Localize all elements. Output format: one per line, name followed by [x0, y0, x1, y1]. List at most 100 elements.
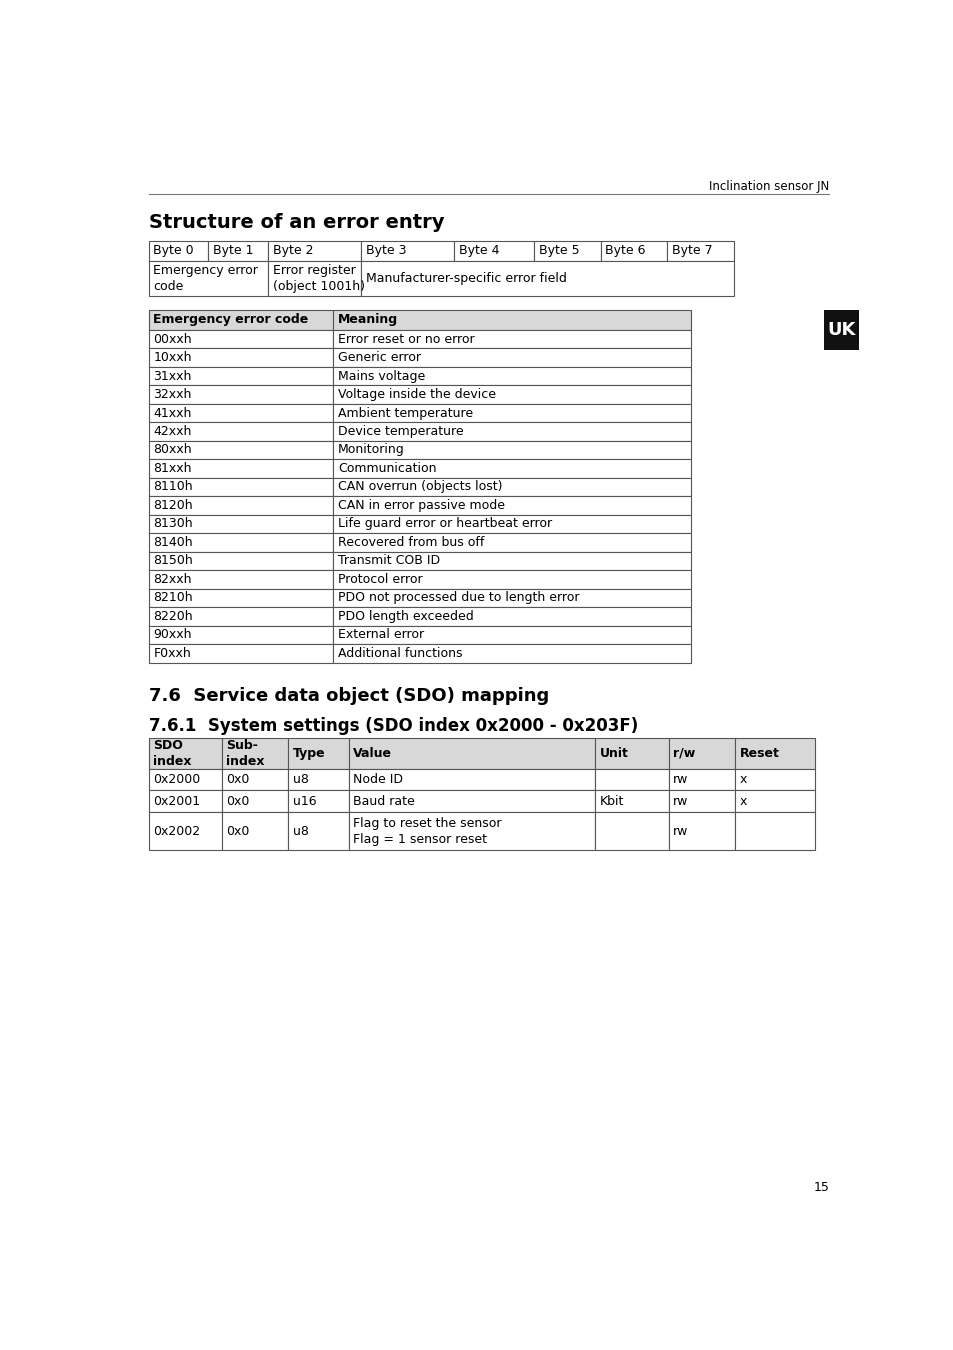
Text: 0x0: 0x0 [226, 795, 250, 807]
Bar [668, 768, 735, 790]
Bar [149, 644, 333, 663]
Text: 81xxh: 81xxh [153, 462, 192, 475]
Text: 8150h: 8150h [153, 555, 193, 567]
Bar [149, 811, 221, 850]
Text: Device temperature: Device temperature [337, 425, 463, 437]
Bar [149, 367, 333, 385]
Text: Byte 2: Byte 2 [273, 244, 313, 256]
Text: r/w: r/w [673, 747, 695, 760]
Bar [333, 589, 691, 608]
Text: x: x [740, 795, 746, 807]
Text: Structure of an error entry: Structure of an error entry [149, 212, 444, 232]
Bar [333, 385, 691, 404]
Text: u16: u16 [293, 795, 316, 807]
Bar [149, 608, 333, 625]
Text: UK: UK [826, 321, 855, 339]
Bar [668, 790, 735, 811]
Text: 7.6.1  System settings (SDO index 0x2000 - 0x203F): 7.6.1 System settings (SDO index 0x2000 … [149, 717, 638, 734]
Bar [221, 738, 288, 768]
Text: Baud rate: Baud rate [353, 795, 415, 807]
Bar [333, 310, 691, 329]
Bar [221, 811, 288, 850]
Bar [735, 768, 815, 790]
Text: Byte 4: Byte 4 [458, 244, 498, 256]
Bar [333, 625, 691, 644]
Text: 42xxh: 42xxh [153, 425, 192, 437]
Text: Mains voltage: Mains voltage [337, 370, 425, 382]
Bar [333, 329, 691, 348]
Text: Monitoring: Monitoring [337, 444, 404, 456]
Bar [595, 768, 668, 790]
Text: 32xxh: 32xxh [153, 387, 192, 401]
Bar [735, 790, 815, 811]
Bar [149, 310, 333, 329]
Text: 0x2000: 0x2000 [153, 774, 200, 786]
Bar [288, 738, 348, 768]
Bar [534, 240, 599, 261]
Text: 90xxh: 90xxh [153, 628, 192, 641]
Bar [149, 404, 333, 423]
Text: Manufacturer-specific error field: Manufacturer-specific error field [365, 271, 566, 285]
Text: Generic error: Generic error [337, 351, 420, 364]
Bar [149, 497, 333, 514]
Bar [149, 570, 333, 589]
Text: Byte 5: Byte 5 [537, 244, 578, 256]
Text: 15: 15 [812, 1181, 828, 1195]
Text: rw: rw [673, 825, 688, 837]
Text: 0x0: 0x0 [226, 825, 250, 837]
Bar [348, 768, 595, 790]
Bar [333, 552, 691, 570]
Bar [268, 261, 360, 296]
Bar [149, 261, 268, 296]
Bar [454, 240, 534, 261]
Bar [221, 790, 288, 811]
Bar [735, 738, 815, 768]
Bar [221, 768, 288, 790]
Text: Byte 6: Byte 6 [604, 244, 645, 256]
Text: 0x2001: 0x2001 [153, 795, 200, 807]
Bar [333, 423, 691, 440]
Text: PDO length exceeded: PDO length exceeded [337, 610, 473, 622]
Text: SDO
index: SDO index [153, 738, 192, 768]
Bar [149, 514, 333, 533]
Bar [595, 811, 668, 850]
Bar [735, 811, 815, 850]
Text: External error: External error [337, 628, 423, 641]
Text: Protocol error: Protocol error [337, 572, 422, 586]
Text: u8: u8 [293, 774, 309, 786]
Text: Voltage inside the device: Voltage inside the device [337, 387, 496, 401]
Text: PDO not processed due to length error: PDO not processed due to length error [337, 591, 578, 605]
Bar [333, 440, 691, 459]
Text: x: x [740, 774, 746, 786]
Text: Emergency error
code: Emergency error code [153, 263, 258, 293]
Bar [823, 310, 858, 350]
Text: 31xxh: 31xxh [153, 370, 192, 382]
Bar [668, 811, 735, 850]
Bar [149, 533, 333, 552]
Bar [668, 738, 735, 768]
Bar [149, 440, 333, 459]
Bar [149, 552, 333, 570]
Bar [599, 240, 666, 261]
Text: Ambient temperature: Ambient temperature [337, 406, 473, 420]
Text: Reset: Reset [740, 747, 780, 760]
Text: 0x2002: 0x2002 [153, 825, 200, 837]
Text: CAN overrun (objects lost): CAN overrun (objects lost) [337, 481, 502, 494]
Bar [333, 644, 691, 663]
Text: Sub-
index: Sub- index [226, 738, 264, 768]
Text: Flag to reset the sensor
Flag = 1 sensor reset: Flag to reset the sensor Flag = 1 sensor… [353, 817, 501, 845]
Bar [333, 570, 691, 589]
Bar [360, 240, 454, 261]
Text: F0xxh: F0xxh [153, 647, 191, 660]
Text: Error reset or no error: Error reset or no error [337, 332, 474, 346]
Text: Error register
(object 1001h): Error register (object 1001h) [273, 263, 364, 293]
Bar [149, 329, 333, 348]
Bar [149, 478, 333, 497]
Text: 00xxh: 00xxh [153, 332, 192, 346]
Bar [333, 478, 691, 497]
Text: 7.6  Service data object (SDO) mapping: 7.6 Service data object (SDO) mapping [149, 687, 548, 706]
Text: Byte 7: Byte 7 [671, 244, 712, 256]
Text: Life guard error or heartbeat error: Life guard error or heartbeat error [337, 517, 552, 531]
Text: 8140h: 8140h [153, 536, 193, 549]
Bar [288, 790, 348, 811]
